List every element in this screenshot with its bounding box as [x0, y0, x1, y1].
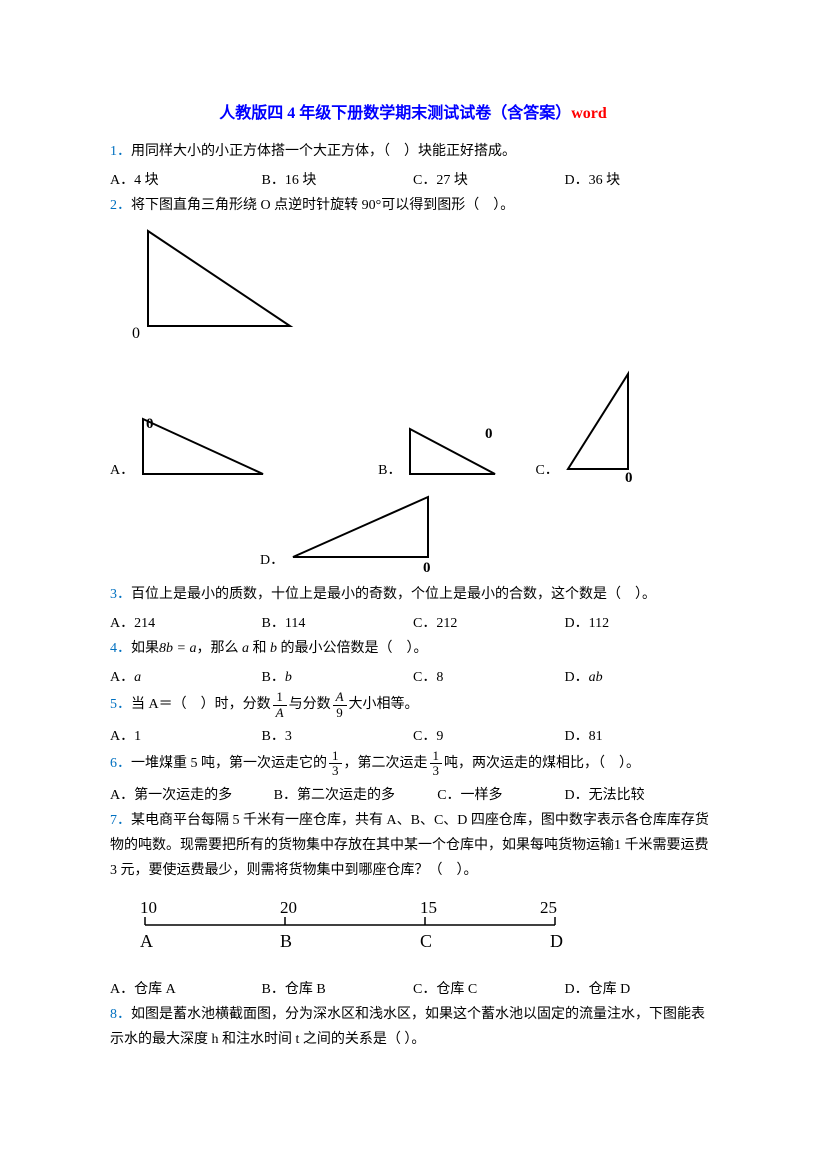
q5-post: 大小相等。 [349, 697, 419, 712]
svg-text:25: 25 [540, 898, 557, 917]
q2-main-figure: 0 [130, 226, 716, 360]
q3-opt-a: A．214 [110, 611, 262, 636]
q7-opt-a: A．仓库 A [110, 977, 262, 1002]
q6-opt-b: B．第二次运走的多 [274, 783, 438, 808]
q5-pre: 当 A＝（ ）时，分数 [131, 697, 271, 712]
question-4: 4．如果8b = a，那么 a 和 b 的最小公倍数是（ ）。 [110, 636, 716, 661]
q6-pre: 一堆煤重 5 吨，第一次运走它的 [131, 756, 327, 771]
q3-opt-d: D．112 [565, 611, 717, 636]
q3-text: 百位上是最小的质数，十位上是最小的奇数，个位上是最小的合数，这个数是（ ）。 [131, 587, 656, 602]
document-title: 人教版四 4 年级下册数学期末测试试卷（含答案）word [110, 100, 716, 129]
q4-eq: 8b = a [159, 641, 196, 656]
q5-opt-d: D．81 [565, 724, 717, 749]
question-5: 5．当 A＝（ ）时，分数1A与分数A9大小相等。 [110, 690, 716, 720]
svg-text:10: 10 [140, 898, 157, 917]
q5-frac1: 1A [273, 690, 287, 720]
q4-opt-c: C．8 [413, 665, 565, 690]
q2-text: 将下图直角三角形绕 O 点逆时针旋转 90°可以得到图形（ ）。 [131, 198, 514, 213]
svg-text:A: A [140, 931, 153, 951]
title-suffix: word [571, 105, 607, 122]
q2-opt-b-svg: 0 [405, 424, 500, 484]
q5-mid: 与分数 [289, 697, 331, 712]
q6-post: 吨，两次运走的煤相比，（ ）。 [444, 756, 640, 771]
q2-options-row2: D． 0 [260, 492, 716, 574]
q5-number: 5． [110, 697, 131, 712]
q1-opt-d: D．36 块 [565, 168, 717, 193]
q1-opt-b: B．16 块 [262, 168, 414, 193]
q6-frac1: 13 [329, 749, 342, 779]
q6-options: A．第一次运走的多 B．第二次运走的多 C．一样多 D．无法比较 [110, 783, 716, 808]
q5-opt-c: C．9 [413, 724, 565, 749]
svg-text:0: 0 [625, 470, 633, 484]
q2-opt-c-label: C． [535, 458, 558, 483]
q5-opt-b: B．3 [262, 724, 414, 749]
q2-opt-b-label: B． [378, 458, 401, 483]
q2-options-row1: A． 0 B． 0 C． 0 [110, 369, 716, 484]
q3-opt-c: C．212 [413, 611, 565, 636]
title-main: 人教版四 4 年级下册数学期末测试试卷（含答案） [219, 105, 571, 122]
q5-options: A．1 B．3 C．9 D．81 [110, 724, 716, 749]
q4-opt-a: A．a [110, 665, 262, 690]
q4-opt-d: D．ab [565, 665, 717, 690]
q1-opt-c: C．27 块 [413, 168, 565, 193]
question-7: 7．某电商平台每隔 5 千米有一座仓库，共有 A、B、C、D 四座仓库，图中数字… [110, 808, 716, 884]
q4-mid: ，那么 [196, 641, 242, 656]
number-line-svg: 10 20 15 25 A B C D [130, 895, 570, 955]
svg-text:D: D [550, 931, 563, 951]
svg-text:0: 0 [146, 416, 154, 432]
q7-options: A．仓库 A B．仓库 B C．仓库 C D．仓库 D [110, 977, 716, 1002]
q1-number: 1． [110, 144, 131, 159]
question-8: 8．如图是蓄水池横截面图，分为深水区和浅水区，如果这个蓄水池以固定的流量注水，下… [110, 1002, 716, 1052]
q3-options: A．214 B．114 C．212 D．112 [110, 611, 716, 636]
svg-text:20: 20 [280, 898, 297, 917]
q5-frac2: A9 [333, 690, 347, 720]
q6-opt-a: A．第一次运走的多 [110, 783, 274, 808]
q4-number: 4． [110, 641, 131, 656]
q4-opt-b: B．b [262, 665, 414, 690]
q6-opt-c: C．一样多 [437, 783, 564, 808]
q2-number: 2． [110, 198, 131, 213]
q3-number: 3． [110, 587, 131, 602]
q7-text: 某电商平台每隔 5 千米有一座仓库，共有 A、B、C、D 四座仓库，图中数字表示… [110, 813, 709, 878]
q4-var2: b [270, 641, 277, 656]
q1-options: A．4 块 B．16 块 C．27 块 D．36 块 [110, 168, 716, 193]
question-1: 1．用同样大小的小正方体搭一个大正方体，（ ）块能正好搭成。 [110, 139, 716, 164]
svg-text:0: 0 [485, 426, 493, 442]
q6-frac2: 13 [430, 749, 443, 779]
q2-opt-d-label: D． [260, 548, 284, 573]
q6-number: 6． [110, 756, 131, 771]
q7-opt-b: B．仓库 B [262, 977, 414, 1002]
svg-text:0: 0 [132, 325, 140, 342]
svg-text:B: B [280, 931, 292, 951]
q4-post: 的最小公倍数是（ ）。 [277, 641, 428, 656]
triangle-main-svg: 0 [130, 226, 295, 351]
q1-opt-a: A．4 块 [110, 168, 262, 193]
question-6: 6．一堆煤重 5 吨，第一次运走它的13，第二次运走13吨，两次运走的煤相比，（… [110, 749, 716, 779]
svg-text:0: 0 [423, 560, 431, 574]
question-2: 2．将下图直角三角形绕 O 点逆时针旋转 90°可以得到图形（ ）。 [110, 193, 716, 218]
q2-opt-d-svg: 0 [288, 492, 436, 574]
q4-options: A．a B．b C．8 D．ab [110, 665, 716, 690]
q8-number: 8． [110, 1007, 131, 1022]
question-3: 3．百位上是最小的质数，十位上是最小的奇数，个位上是最小的合数，这个数是（ ）。 [110, 582, 716, 607]
q2-opt-a-svg: 0 [138, 414, 268, 484]
q7-number: 7． [110, 813, 131, 828]
q7-opt-d: D．仓库 D [565, 977, 717, 1002]
svg-text:C: C [420, 931, 432, 951]
q4-and: 和 [249, 641, 270, 656]
q4-var1: a [242, 641, 249, 656]
q2-opt-c-svg: 0 [563, 369, 641, 484]
q6-opt-d: D．无法比较 [564, 783, 716, 808]
q5-opt-a: A．1 [110, 724, 262, 749]
q2-opt-a-label: A． [110, 458, 134, 483]
q8-text: 如图是蓄水池横截面图，分为深水区和浅水区，如果这个蓄水池以固定的流量注水，下图能… [110, 1007, 705, 1047]
q3-opt-b: B．114 [262, 611, 414, 636]
q7-number-line: 10 20 15 25 A B C D [130, 895, 716, 964]
q7-opt-c: C．仓库 C [413, 977, 565, 1002]
q6-mid: ，第二次运走 [344, 756, 428, 771]
svg-text:15: 15 [420, 898, 437, 917]
q1-text: 用同样大小的小正方体搭一个大正方体，（ ）块能正好搭成。 [131, 144, 516, 159]
q4-pre: 如果 [131, 641, 159, 656]
